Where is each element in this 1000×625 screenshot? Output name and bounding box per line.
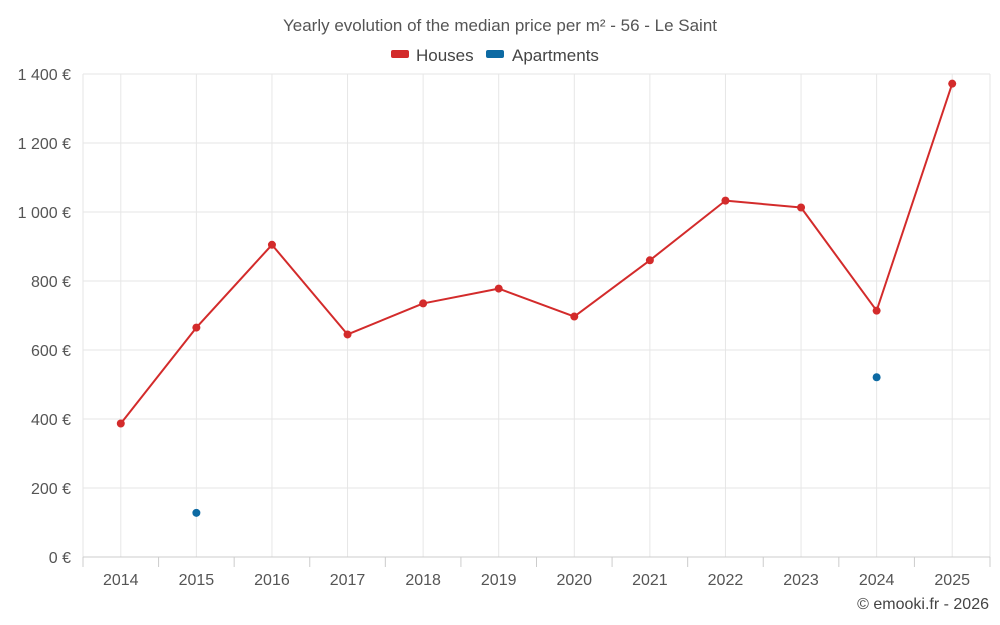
x-tick-label: 2025 (934, 572, 970, 589)
y-tick-label: 0 € (49, 550, 71, 567)
x-tick-label: 2016 (254, 572, 290, 589)
x-tick-label: 2018 (405, 572, 441, 589)
x-tick-label: 2015 (179, 572, 215, 589)
data-point-houses[interactable] (267, 240, 276, 249)
y-tick-label: 800 € (31, 274, 71, 291)
data-point-houses[interactable] (343, 330, 352, 339)
x-tick-label: 2020 (556, 572, 592, 589)
series-line-houses (120, 83, 954, 425)
x-tick-label: 2023 (783, 572, 819, 589)
y-tick-label: 600 € (31, 343, 71, 360)
legend-item-apartments[interactable]: Apartments (486, 46, 599, 65)
legend: Houses Apartments (391, 46, 599, 65)
x-tick-label: 2014 (103, 572, 139, 589)
x-tick-label: 2019 (481, 572, 517, 589)
data-point-houses[interactable] (570, 312, 579, 321)
y-axis: 0 € 200 € 400 € 600 € 800 € 1 000 € 1 200 € 1 4… (18, 67, 71, 567)
data-point-houses[interactable] (872, 306, 881, 315)
credit-text: © emooki.fr - 2026 (857, 596, 989, 613)
x-tick-label: 2022 (708, 572, 744, 589)
x-axis: 2014 2015 2016 2017 2018 2019 2020 2021 2022 2023… (82, 556, 991, 589)
data-point-houses[interactable] (645, 256, 654, 265)
legend-swatch-houses (391, 50, 409, 58)
data-point-houses[interactable] (419, 299, 428, 308)
legend-label-houses: Houses (416, 46, 474, 65)
y-tick-label: 200 € (31, 481, 71, 498)
data-point-apartments[interactable] (192, 508, 201, 517)
data-point-houses[interactable] (494, 284, 503, 293)
y-tick-label: 400 € (31, 412, 71, 429)
y-tick-label: 1 000 € (18, 205, 71, 222)
y-tick-label: 1 200 € (18, 136, 71, 153)
data-point-apartments[interactable] (872, 373, 881, 382)
data-point-houses[interactable] (116, 419, 125, 428)
chart-title: Yearly evolution of the median price per… (283, 16, 717, 35)
y-tick-label: 1 400 € (18, 67, 71, 84)
data-point-houses[interactable] (192, 323, 201, 332)
x-tick-label: 2017 (330, 572, 366, 589)
data-point-houses[interactable] (797, 203, 806, 212)
legend-label-apartments: Apartments (512, 46, 599, 65)
x-tick-label: 2024 (859, 572, 895, 589)
data-point-houses[interactable] (721, 196, 730, 205)
series-layer (116, 79, 957, 517)
legend-swatch-apartments (486, 50, 504, 58)
x-tick-label: 2021 (632, 572, 668, 589)
data-point-houses[interactable] (948, 79, 957, 88)
grid (82, 73, 991, 557)
legend-item-houses[interactable]: Houses (391, 46, 474, 65)
